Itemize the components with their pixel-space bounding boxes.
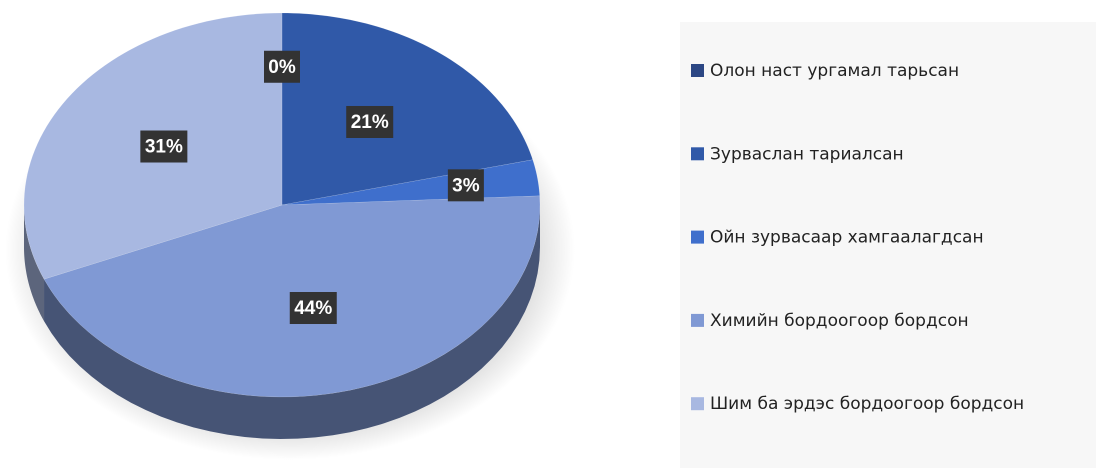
- pie-slice: [281, 12, 534, 206]
- data-label: 0%: [268, 57, 296, 78]
- legend-label: Ойн зурвасаар хамгаалагдсан: [710, 228, 984, 248]
- data-label: 44%: [294, 298, 332, 319]
- legend-swatch: [691, 147, 704, 161]
- legend-label: Олон наст ургамал тарьсан: [710, 61, 959, 81]
- legend-label: Зурваслан тариалсан: [710, 144, 904, 164]
- data-label: 21%: [351, 112, 389, 133]
- pie-side: [24, 205, 45, 322]
- legend-label: Химийн бордоогоор бордсон: [710, 311, 969, 331]
- data-label-box: [264, 50, 300, 83]
- legend-swatch: [691, 313, 704, 327]
- data-label-box: [140, 130, 188, 163]
- legend-swatch: [691, 397, 704, 411]
- legend-background: [680, 22, 1096, 468]
- data-label: 31%: [145, 137, 183, 158]
- legend-label: Шим ба эрдэс бордоогоор бордсон: [710, 394, 1024, 414]
- legend-swatch: [691, 64, 704, 77]
- data-label-box: [447, 169, 484, 202]
- data-label: 3%: [452, 175, 480, 196]
- legend-swatch: [691, 230, 704, 244]
- data-label-box: [346, 105, 394, 138]
- data-label-box: [289, 292, 337, 325]
- pie-side: [44, 205, 540, 439]
